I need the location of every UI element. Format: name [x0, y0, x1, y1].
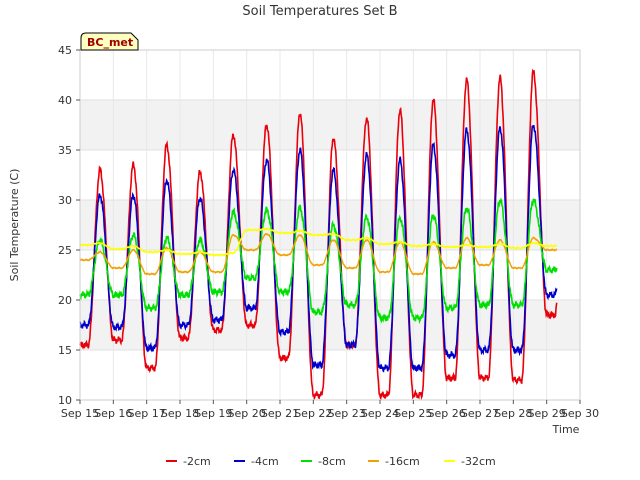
x-tick-label: Sep 23 — [328, 407, 366, 420]
x-tick-label: Sep 21 — [261, 407, 299, 420]
x-tick-label: Sep 22 — [294, 407, 332, 420]
chart-title: Soil Temperatures Set B — [242, 4, 397, 19]
station-badge-label: BC_met — [87, 36, 133, 49]
legend-label: -32cm — [461, 455, 496, 468]
x-tick-label: Sep 16 — [94, 407, 132, 420]
x-tick-label: Sep 27 — [461, 407, 499, 420]
y-axis-label: Soil Temperature (C) — [8, 169, 21, 282]
x-tick-label: Sep 29 — [528, 407, 566, 420]
plot-band — [80, 100, 580, 150]
station-badge: BC_met — [80, 32, 139, 51]
y-tick-label: 35 — [58, 144, 72, 157]
x-tick-label: Sep 24 — [361, 407, 399, 420]
plot-band — [80, 300, 580, 350]
y-tick-label: 20 — [58, 294, 72, 307]
station-badge-box — [80, 32, 139, 51]
y-tick-label: 15 — [58, 344, 72, 357]
series-line-minus-16cm — [79, 233, 558, 276]
x-tick-label: Sep 28 — [494, 407, 532, 420]
legend-label: -16cm — [385, 455, 420, 468]
x-axis-label: Time — [552, 423, 580, 436]
legend-label: -8cm — [318, 455, 346, 468]
series-line-minus-32cm — [79, 227, 557, 257]
x-tick-label: Sep 30 — [561, 407, 599, 420]
plot-frame — [79, 49, 581, 401]
legend-label: -2cm — [183, 455, 211, 468]
legend: -2cm -4cm -8cm -16cm -32cm — [166, 455, 496, 468]
x-tick-label: Sep 20 — [228, 407, 266, 420]
y-tick-label: 30 — [58, 194, 72, 207]
x-tick-label: Sep 25 — [394, 407, 432, 420]
x-tick-label: Sep 17 — [128, 407, 166, 420]
y-tick-label: 25 — [58, 244, 72, 257]
x-tick-label: Sep 18 — [161, 407, 199, 420]
series-lines — [79, 68, 558, 401]
legend-label: -4cm — [251, 455, 279, 468]
y-tick-label: 45 — [58, 44, 72, 57]
y-tick-label: 10 — [58, 394, 72, 407]
y-tick-label: 40 — [58, 94, 72, 107]
x-tick-label: Sep 19 — [194, 407, 232, 420]
series-line-minus-8cm — [79, 197, 558, 325]
x-tick-label: Sep 26 — [428, 407, 466, 420]
x-tick-label: Sep 15 — [61, 407, 99, 420]
